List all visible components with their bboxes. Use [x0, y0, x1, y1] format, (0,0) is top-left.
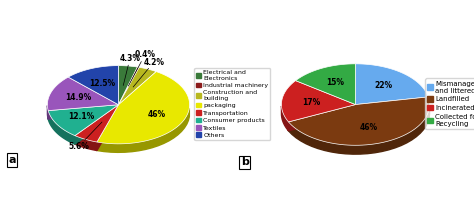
- Legend: Mismanaged
and littered, Landfilled, Incinerated, Collected for
Recycling: Mismanaged and littered, Landfilled, Inc…: [425, 78, 474, 129]
- Polygon shape: [97, 108, 189, 152]
- Polygon shape: [97, 72, 190, 144]
- Polygon shape: [47, 77, 118, 111]
- Polygon shape: [118, 67, 139, 105]
- Legend: Electrical and
Electronics, Industrial machinery, Construction and
building, pac: Electrical and Electronics, Industrial m…: [194, 68, 270, 140]
- Polygon shape: [356, 64, 428, 105]
- Polygon shape: [118, 66, 137, 105]
- Text: b: b: [241, 157, 248, 167]
- Polygon shape: [97, 105, 118, 151]
- Text: 46%: 46%: [360, 123, 378, 132]
- Polygon shape: [75, 136, 97, 151]
- Polygon shape: [118, 67, 156, 105]
- Text: 12.5%: 12.5%: [89, 78, 115, 88]
- Text: 22%: 22%: [375, 81, 393, 90]
- Polygon shape: [282, 81, 356, 122]
- Polygon shape: [289, 105, 429, 154]
- Polygon shape: [289, 105, 356, 131]
- Polygon shape: [48, 111, 75, 144]
- Polygon shape: [75, 105, 118, 144]
- Polygon shape: [47, 106, 48, 119]
- Polygon shape: [289, 97, 429, 145]
- Text: 46%: 46%: [148, 110, 166, 119]
- Polygon shape: [296, 64, 356, 105]
- Text: 15%: 15%: [326, 78, 344, 87]
- Text: 0.4%: 0.4%: [135, 49, 156, 59]
- Polygon shape: [68, 66, 118, 105]
- Polygon shape: [289, 105, 356, 131]
- Polygon shape: [97, 105, 118, 151]
- Text: 5.6%: 5.6%: [68, 142, 89, 151]
- Text: 12.1%: 12.1%: [69, 112, 95, 121]
- Polygon shape: [75, 105, 118, 142]
- Polygon shape: [75, 105, 118, 144]
- Text: a: a: [8, 155, 16, 165]
- Polygon shape: [282, 106, 289, 131]
- Text: 14.9%: 14.9%: [65, 93, 91, 102]
- Polygon shape: [48, 105, 119, 136]
- Polygon shape: [48, 105, 119, 119]
- Polygon shape: [48, 105, 119, 119]
- Text: 4.2%: 4.2%: [143, 58, 164, 66]
- Text: 17%: 17%: [302, 98, 320, 107]
- Text: 4.3%: 4.3%: [119, 54, 140, 63]
